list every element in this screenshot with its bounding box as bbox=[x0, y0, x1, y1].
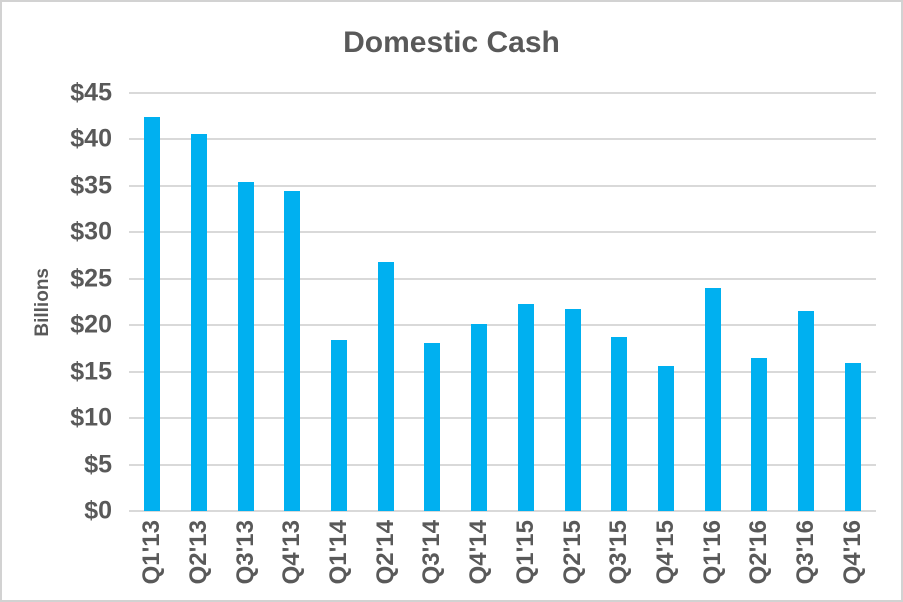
bar-cell bbox=[829, 93, 876, 511]
bar bbox=[424, 342, 441, 511]
bar-cell bbox=[409, 93, 456, 511]
bar bbox=[751, 357, 768, 511]
x-tick-label: Q3'13 bbox=[231, 520, 259, 585]
bar-cell bbox=[269, 93, 316, 511]
y-tick-label: $20 bbox=[70, 310, 112, 339]
x-tick-cell: Q1'16 bbox=[689, 520, 736, 584]
x-tick-cell: Q4'13 bbox=[269, 520, 316, 584]
x-tick-cell: Q4'14 bbox=[456, 520, 503, 584]
bar-cell bbox=[643, 93, 690, 511]
x-tick-cell: Q1'14 bbox=[316, 520, 363, 584]
x-tick-label: Q4'16 bbox=[838, 520, 866, 585]
bar bbox=[797, 311, 814, 511]
x-tick-label: Q3'15 bbox=[605, 520, 633, 585]
x-tick-cell: Q3'16 bbox=[783, 520, 830, 584]
x-tick-cell: Q4'16 bbox=[829, 520, 876, 584]
x-tick-cell: Q3'14 bbox=[409, 520, 456, 584]
x-tick-label: Q2'15 bbox=[558, 520, 586, 585]
bar bbox=[704, 288, 721, 511]
x-tick-label: Q1'15 bbox=[511, 520, 539, 585]
y-tick-label: $5 bbox=[84, 450, 112, 479]
bar-cell bbox=[176, 93, 223, 511]
gridline bbox=[129, 184, 876, 187]
y-tick-label: $0 bbox=[84, 496, 112, 525]
x-tick-label: Q1'13 bbox=[138, 520, 166, 585]
gridline bbox=[129, 417, 876, 420]
x-tick-cell: Q2'14 bbox=[362, 520, 409, 584]
bar bbox=[657, 366, 674, 511]
bar bbox=[237, 182, 254, 511]
x-tick-cell: Q4'15 bbox=[643, 520, 690, 584]
x-tick-cell: Q2'15 bbox=[549, 520, 596, 584]
x-tick-cell: Q2'16 bbox=[736, 520, 783, 584]
bar bbox=[377, 262, 394, 511]
y-axis-tick-labels: $0 $5 $10 $15 $20 $25 $30 $35 $40 $45 bbox=[2, 80, 112, 523]
x-tick-cell: Q1'15 bbox=[503, 520, 550, 584]
y-tick-label: $10 bbox=[70, 403, 112, 432]
bar bbox=[471, 324, 488, 511]
x-tick-label: Q1'14 bbox=[325, 520, 353, 585]
y-tick-label: $35 bbox=[70, 171, 112, 200]
bar bbox=[284, 191, 301, 511]
x-tick-label: Q4'14 bbox=[465, 520, 493, 585]
gridline bbox=[129, 92, 876, 94]
x-tick-label: Q1'16 bbox=[698, 520, 726, 585]
x-tick-label: Q4'15 bbox=[651, 520, 679, 585]
x-tick-cell: Q3'13 bbox=[222, 520, 269, 584]
bar-cell bbox=[596, 93, 643, 511]
x-tick-label: Q2'14 bbox=[371, 520, 399, 585]
y-tick-label: $40 bbox=[70, 124, 112, 153]
gridline bbox=[129, 324, 876, 327]
bars-container bbox=[129, 93, 876, 511]
x-tick-label: Q3'16 bbox=[791, 520, 819, 585]
bar bbox=[331, 340, 348, 511]
bar bbox=[564, 309, 581, 511]
gridline bbox=[129, 231, 876, 234]
bar-cell bbox=[316, 93, 363, 511]
gridline bbox=[129, 370, 876, 373]
x-tick-label: Q2'13 bbox=[185, 520, 213, 585]
bar-cell bbox=[503, 93, 550, 511]
y-tick-label: $15 bbox=[70, 357, 112, 386]
gridline bbox=[129, 510, 876, 512]
x-tick-cell: Q1'13 bbox=[129, 520, 176, 584]
bar-cell bbox=[549, 93, 596, 511]
x-tick-cell: Q3'15 bbox=[596, 520, 643, 584]
plot-area bbox=[129, 92, 876, 512]
y-tick-label: $25 bbox=[70, 264, 112, 293]
bar-cell bbox=[736, 93, 783, 511]
x-tick-cell: Q2'13 bbox=[176, 520, 223, 584]
x-tick-label: Q4'13 bbox=[278, 520, 306, 585]
bar-cell bbox=[456, 93, 503, 511]
bar-cell bbox=[689, 93, 736, 511]
bar bbox=[144, 117, 161, 511]
bar bbox=[844, 363, 861, 511]
bar-cell bbox=[222, 93, 269, 511]
bar bbox=[611, 337, 628, 511]
gridline bbox=[129, 138, 876, 141]
gridline bbox=[129, 277, 876, 280]
gridline bbox=[129, 463, 876, 466]
bar bbox=[191, 133, 208, 511]
chart-title: Domestic Cash bbox=[343, 26, 560, 59]
bar-cell bbox=[362, 93, 409, 511]
y-tick-label: $30 bbox=[70, 217, 112, 246]
x-tick-label: Q2'16 bbox=[745, 520, 773, 585]
bar-cell bbox=[129, 93, 176, 511]
x-tick-label: Q3'14 bbox=[418, 520, 446, 585]
y-tick-label: $45 bbox=[70, 78, 112, 107]
bar-cell bbox=[783, 93, 830, 511]
bar bbox=[517, 303, 534, 511]
x-axis-tick-labels: Q1'13 Q2'13 Q3'13 Q4'13 Q1'14 Q2'14 Q3'14 Q4'14… bbox=[129, 520, 876, 584]
